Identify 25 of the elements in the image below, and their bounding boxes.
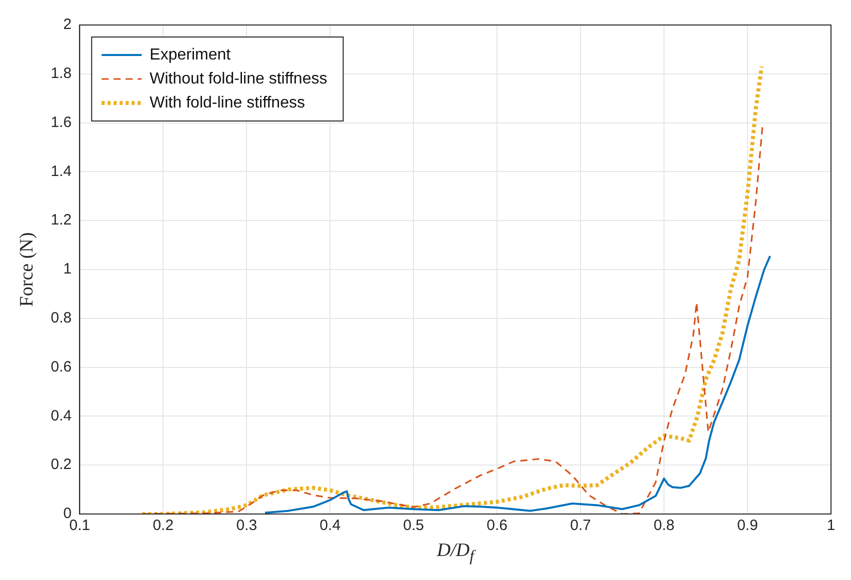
- legend-label: With fold-line stiffness: [150, 94, 305, 112]
- y-tick-label: 1.2: [50, 212, 72, 229]
- x-tick-label: 1: [826, 517, 836, 534]
- y-tick-label: 2: [63, 16, 72, 34]
- x-tick-label: 0.2: [152, 517, 174, 534]
- x-tick-label: 0.9: [737, 517, 758, 534]
- x-axis-title: D/D$_{f}$: [436, 540, 477, 566]
- y-tick-label: 1.4: [50, 162, 72, 180]
- y-tick-label: 0.8: [50, 310, 72, 327]
- x-tick-label: 0.4: [320, 517, 341, 534]
- y-tick-label: 0.2: [50, 456, 72, 474]
- x-tick-label: 0.7: [570, 517, 591, 534]
- x-tick-label: 0.8: [654, 517, 674, 534]
- legend-label: Experiment: [150, 46, 232, 64]
- y-tick-label: 1: [63, 260, 72, 278]
- y-tick-label: 0.6: [50, 358, 72, 376]
- x-tick-label: 0.1: [69, 517, 90, 534]
- y-tick-label: 1.8: [50, 65, 72, 82]
- x-tick-label: 0.6: [486, 517, 508, 534]
- legend-label: Without fold-line stiffness: [150, 70, 328, 88]
- y-tick-label: 1.6: [50, 114, 72, 131]
- x-tick-label: 0.3: [236, 517, 258, 534]
- x-tick-label: 0.5: [403, 517, 424, 534]
- y-tick-label: 0.4: [50, 407, 72, 424]
- y-axis-title: Force (N): [16, 232, 38, 307]
